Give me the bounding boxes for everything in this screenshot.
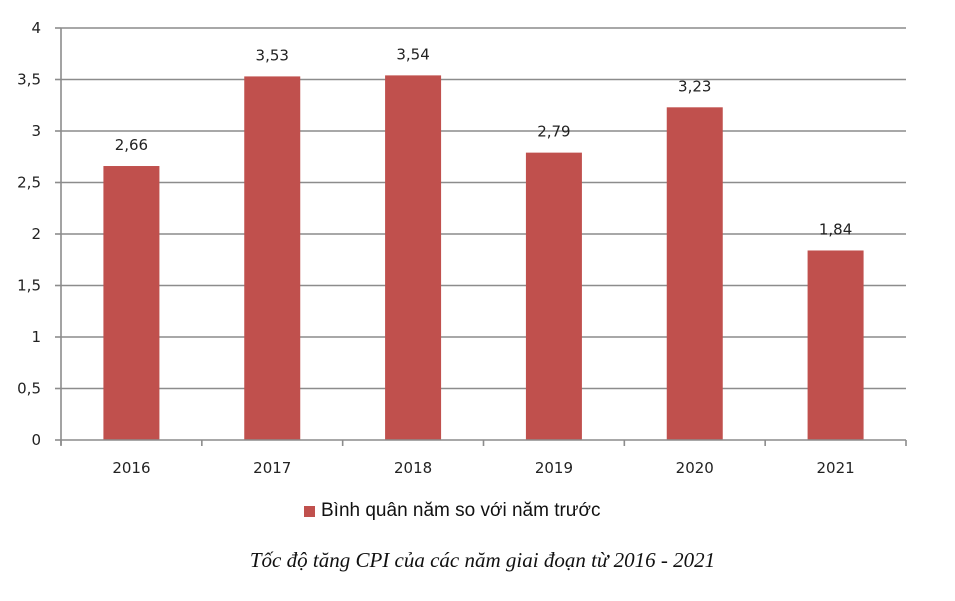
bar-2018 bbox=[385, 75, 442, 440]
y-axis-ticks: 0 0,5 1 1,5 2 2,5 3 3,5 4 bbox=[17, 19, 61, 449]
x-tick-label: 2018 bbox=[394, 459, 432, 477]
x-tick-label: 2017 bbox=[253, 459, 291, 477]
x-axis-ticks: 2016 2017 2018 2019 2020 2021 bbox=[112, 459, 854, 477]
bar-2021 bbox=[807, 250, 864, 440]
bar-2016 bbox=[103, 166, 160, 440]
x-tick-label: 2020 bbox=[676, 459, 714, 477]
chart-caption: Tốc độ tăng CPI của các năm giai đoạn từ… bbox=[249, 548, 716, 572]
gridlines bbox=[61, 27, 906, 390]
y-tick-label: 0 bbox=[31, 431, 41, 449]
bar-2017 bbox=[244, 76, 301, 440]
y-tick-label: 2 bbox=[31, 225, 41, 243]
axes bbox=[60, 28, 907, 446]
data-label: 1,84 bbox=[819, 220, 852, 238]
data-label: 2,79 bbox=[537, 123, 570, 141]
bar-2019 bbox=[525, 152, 582, 440]
y-tick-label: 3 bbox=[31, 122, 41, 140]
y-tick-label: 2,5 bbox=[17, 174, 41, 192]
bar-series bbox=[103, 75, 864, 440]
legend-swatch-icon bbox=[304, 505, 315, 517]
y-tick-label: 1,5 bbox=[17, 277, 41, 295]
data-labels: 2,66 3,53 3,54 2,79 3,23 1,84 bbox=[115, 45, 853, 238]
data-label: 3,54 bbox=[396, 45, 429, 63]
legend-label: Bình quân năm so với năm trước bbox=[321, 500, 601, 521]
data-label: 2,66 bbox=[115, 136, 148, 154]
bar-2020 bbox=[666, 107, 723, 440]
y-tick-label: 3,5 bbox=[17, 71, 41, 89]
y-tick-label: 1 bbox=[31, 328, 41, 346]
x-tick-label: 2019 bbox=[535, 459, 573, 477]
data-label: 3,23 bbox=[678, 77, 711, 95]
y-tick-label: 0,5 bbox=[17, 380, 41, 398]
x-tick-label: 2016 bbox=[112, 459, 150, 477]
data-label: 3,53 bbox=[256, 46, 289, 64]
y-tick-label: 4 bbox=[31, 19, 41, 37]
legend: Bình quân năm so với năm trước bbox=[304, 500, 600, 522]
x-tick-label: 2021 bbox=[816, 459, 854, 477]
